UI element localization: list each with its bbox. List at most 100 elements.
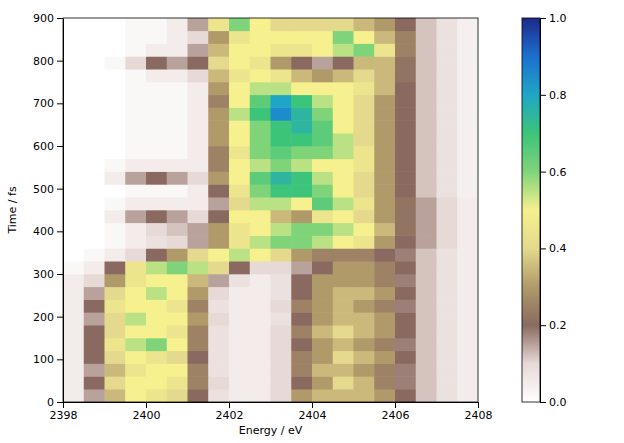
heatmap-cell <box>437 363 458 376</box>
heatmap-cell <box>125 287 146 300</box>
heatmap-cell <box>395 210 416 223</box>
heatmap-cell <box>167 146 188 159</box>
tick: 200 <box>33 311 63 324</box>
heatmap-cell <box>291 299 312 312</box>
heatmap-cell <box>333 159 354 172</box>
heatmap-cell <box>146 389 167 402</box>
heatmap-cell <box>146 274 167 287</box>
heatmap-cell <box>167 299 188 312</box>
heatmap-cell <box>63 312 84 325</box>
heatmap-cell <box>271 210 292 223</box>
heatmap-cell <box>354 31 375 44</box>
heatmap-cell <box>374 248 395 261</box>
heatmap-cell <box>167 235 188 248</box>
tick-mark <box>478 402 479 408</box>
heatmap-cell <box>437 274 458 287</box>
heatmap-cell <box>416 120 437 133</box>
heatmap-cell <box>208 261 229 274</box>
heatmap-cell <box>271 376 292 389</box>
heatmap-cell <box>250 363 271 376</box>
heatmap-cell <box>395 376 416 389</box>
heatmap-cell <box>84 223 105 236</box>
heatmap-cell <box>395 82 416 95</box>
heatmap-cell <box>437 338 458 351</box>
heatmap-cell <box>146 235 167 248</box>
heatmap-cell <box>437 43 458 56</box>
heatmap-cell <box>312 287 333 300</box>
heatmap-cell <box>333 82 354 95</box>
heatmap-cell <box>312 210 333 223</box>
heatmap-cell <box>395 56 416 69</box>
heatmap-cell <box>250 95 271 108</box>
heatmap-cell <box>105 223 126 236</box>
heatmap-cell <box>437 223 458 236</box>
heatmap-cell <box>333 146 354 159</box>
tick-mark <box>540 95 546 96</box>
heatmap-cell <box>437 146 458 159</box>
heatmap-cell <box>354 363 375 376</box>
axis-line <box>540 19 541 403</box>
heatmap-cell <box>437 18 458 31</box>
heatmap-cell <box>146 120 167 133</box>
heatmap-cell <box>229 43 250 56</box>
heatmap-cell <box>374 312 395 325</box>
heatmap-cell <box>125 261 146 274</box>
heatmap-cell <box>229 223 250 236</box>
heatmap-cell <box>188 197 209 210</box>
heatmap-cell <box>188 184 209 197</box>
heatmap-cell <box>250 248 271 261</box>
heatmap-cell <box>167 338 188 351</box>
heatmap-cell <box>250 338 271 351</box>
heatmap-cell <box>84 210 105 223</box>
heatmap-cell <box>63 18 84 31</box>
heatmap-cell <box>457 82 478 95</box>
heatmap-cell <box>105 235 126 248</box>
heatmap-cell <box>333 31 354 44</box>
heatmap-cell <box>291 363 312 376</box>
heatmap-cell <box>271 261 292 274</box>
heatmap-cell <box>333 338 354 351</box>
heatmap-cell <box>437 312 458 325</box>
heatmap-cell <box>229 18 250 31</box>
heatmap-cell <box>374 43 395 56</box>
heatmap-cell <box>271 287 292 300</box>
heatmap-cell <box>167 107 188 120</box>
heatmap-cell <box>125 184 146 197</box>
tick: 2408 <box>465 402 493 422</box>
heatmap-cell <box>354 133 375 146</box>
heatmap-cell <box>312 56 333 69</box>
heatmap-cell <box>416 389 437 402</box>
heatmap-cell <box>125 120 146 133</box>
heatmap-cell <box>250 184 271 197</box>
heatmap-cell <box>333 261 354 274</box>
tick-label: 400 <box>33 225 54 238</box>
heatmap-cell <box>416 363 437 376</box>
tick-label: 1.0 <box>549 12 567 25</box>
heatmap-cell <box>250 69 271 82</box>
heatmap-cell <box>188 235 209 248</box>
heatmap-cell <box>84 197 105 210</box>
heatmap-cell <box>457 69 478 82</box>
heatmap-cell <box>63 159 84 172</box>
heatmap-cell <box>105 363 126 376</box>
tick-mark <box>57 146 63 147</box>
heatmap-cell <box>374 56 395 69</box>
heatmap-cell <box>333 299 354 312</box>
heatmap-cell <box>229 56 250 69</box>
heatmap-cell <box>250 120 271 133</box>
heatmap-cell <box>167 210 188 223</box>
heatmap-cell <box>395 338 416 351</box>
heatmap-cell <box>374 120 395 133</box>
heatmap-cell <box>271 31 292 44</box>
heatmap-cell <box>374 18 395 31</box>
heatmap-cell <box>250 210 271 223</box>
heatmap-cell <box>167 248 188 261</box>
tick-label: 2398 <box>50 409 78 422</box>
heatmap-cell <box>333 325 354 338</box>
heatmap-cell <box>229 389 250 402</box>
heatmap-cell <box>416 159 437 172</box>
heatmap-cell <box>374 351 395 364</box>
heatmap-cell <box>146 171 167 184</box>
heatmap-cell <box>105 82 126 95</box>
heatmap-cell <box>374 274 395 287</box>
